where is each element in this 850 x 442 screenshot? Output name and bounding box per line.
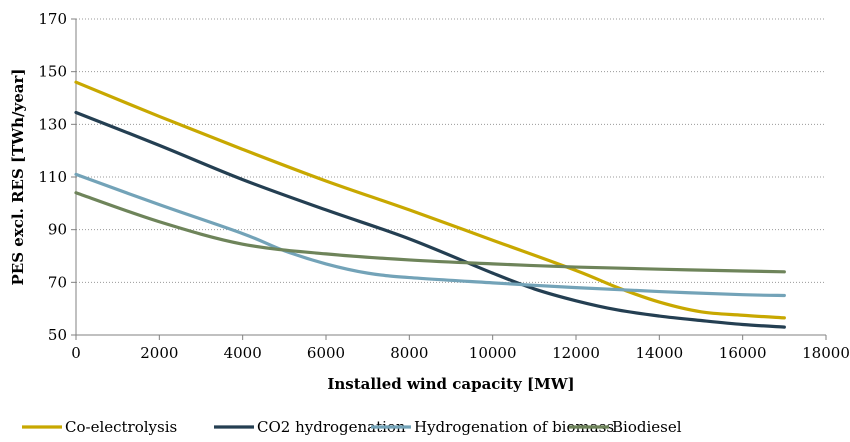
x-tick-label: 6000	[307, 344, 345, 362]
y-tick-label: 130	[38, 115, 67, 133]
legend: Co-electrolysis CO2 hydrogenation Hydrogen…	[22, 418, 682, 436]
x-tick-label: 4000	[224, 344, 262, 362]
x-tick-label: 0	[71, 344, 81, 362]
x-tick-label: 10000	[469, 344, 517, 362]
series-line-biodiesel	[74, 191, 786, 274]
series-line-co2-hydrogenation	[74, 110, 786, 329]
x-axis-title: Installed wind capacity [MW]	[327, 375, 574, 393]
y-tick-label: 170	[38, 10, 67, 28]
x-tick-label: 8000	[390, 344, 428, 362]
legend-label-hydrogenation-of-biomass: Hydrogenation of biomass	[414, 418, 614, 436]
y-tick-label: 110	[38, 168, 67, 186]
x-tick-label: 16000	[719, 344, 767, 362]
y-tick-label: 150	[38, 63, 67, 81]
series-lines	[74, 80, 786, 329]
x-tick-label: 18000	[802, 344, 850, 362]
y-tick-label: 90	[48, 221, 67, 239]
series-line-co-electrolysis	[74, 80, 786, 320]
y-tick-label: 70	[48, 273, 67, 291]
tick-labels: 50 70 90 110 130 150 170 0 2000 4000 6000 8000 10000…	[38, 10, 850, 362]
series-line-hydrogenation-of-biomass	[74, 172, 786, 298]
gridlines	[76, 18, 826, 283]
axes	[71, 18, 827, 340]
legend-label-biodiesel: Biodiesel	[612, 418, 682, 436]
legend-label-co2-hydrogenation: CO2 hydrogenation	[257, 418, 406, 436]
x-tick-label: 14000	[635, 344, 683, 362]
x-tick-label: 2000	[140, 344, 178, 362]
y-tick-label: 50	[48, 326, 67, 344]
y-axis-title: PES excl. RES [TWh/year]	[9, 69, 27, 286]
x-tick-label: 12000	[552, 344, 600, 362]
legend-label-co-electrolysis: Co-electrolysis	[65, 418, 177, 436]
